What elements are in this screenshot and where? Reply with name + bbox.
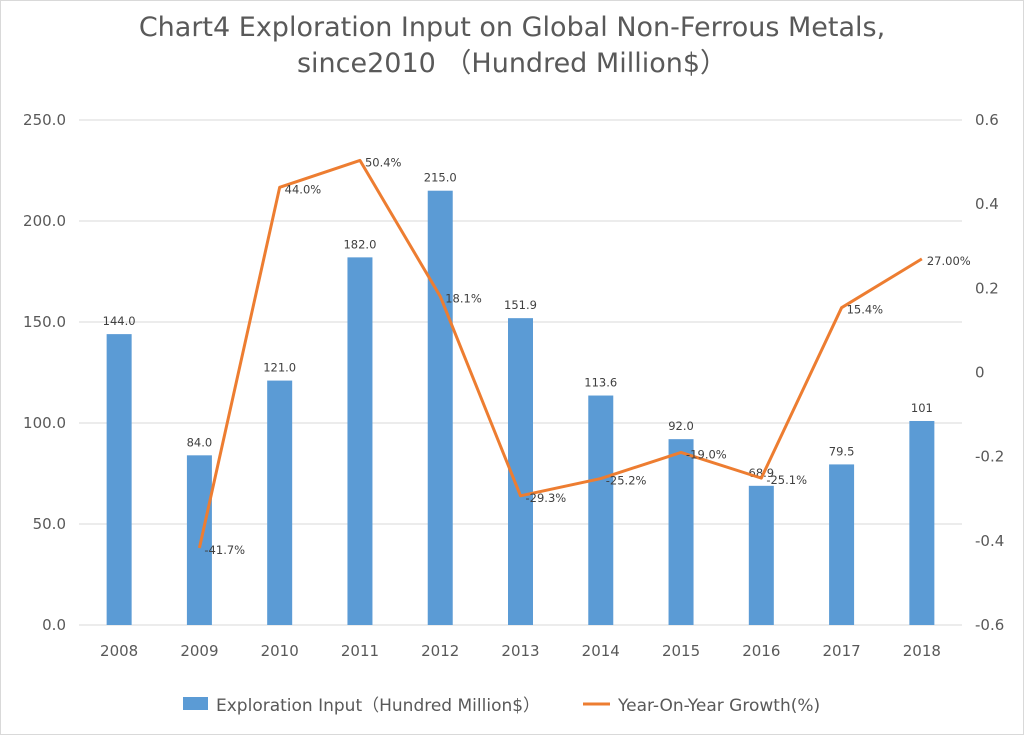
line-data-label: 50.4%: [365, 155, 402, 169]
x-tick-label: 2018: [903, 642, 941, 660]
line-data-label: -25.2%: [606, 474, 647, 488]
chart-title-line2: since2010 （Hundred Million$）: [296, 48, 728, 79]
bar-data-label: 144.0: [103, 314, 136, 328]
bar-data-label: 215.0: [424, 171, 457, 185]
y-left-tick-label: 100.0: [23, 414, 66, 432]
y-left-tick-label: 150.0: [23, 313, 66, 331]
y-right-tick-label: -0.6: [975, 616, 1004, 634]
bar-data-label: 84.0: [187, 435, 213, 449]
bar-data-label: 113.6: [584, 376, 617, 390]
x-tick-label: 2017: [822, 642, 860, 660]
y-right-tick-label: -0.4: [975, 532, 1004, 550]
bar: [909, 420, 935, 625]
y-left-tick-label: 50.0: [33, 515, 66, 533]
line-data-label: -25.1%: [766, 473, 807, 487]
x-tick-label: 2008: [100, 642, 138, 660]
bar: [588, 395, 614, 625]
y-right-tick-label: 0.6: [975, 111, 999, 129]
legend-label-exploration: Exploration Input（Hundred Million$）: [216, 696, 540, 716]
growth-line: [197, 158, 923, 549]
line-data-label: 15.4%: [847, 303, 884, 317]
bar-data-label: 101: [911, 401, 933, 415]
line-data-label: 44.0%: [285, 182, 322, 196]
y-right-tick-label: 0.2: [975, 279, 999, 297]
bar: [829, 464, 855, 625]
legend-bar-swatch: [183, 697, 208, 710]
x-tick-label: 2013: [501, 642, 539, 660]
line-data-label: -29.3%: [526, 491, 567, 505]
x-tick-label: 2015: [662, 642, 700, 660]
bar-data-label: 92.0: [668, 419, 694, 433]
bar: [106, 334, 132, 625]
bar-data-label: 182.0: [343, 237, 376, 251]
bar: [186, 455, 212, 625]
bar: [267, 380, 293, 625]
x-tick-label: 2011: [341, 642, 379, 660]
x-tick-label: 2012: [421, 642, 459, 660]
bar: [748, 485, 774, 625]
y-right-tick-label: -0.2: [975, 448, 1004, 466]
y-left-tick-label: 0.0: [42, 616, 66, 634]
x-tick-label: 2010: [261, 642, 299, 660]
line-data-label: 18.1%: [445, 291, 482, 305]
line-data-label: -19.0%: [686, 447, 727, 461]
line-data-label: -41.7%: [204, 543, 245, 557]
y-left-tick-label: 200.0: [23, 212, 66, 230]
legend-label-growth: Year-On-Year Growth(%): [617, 696, 820, 716]
x-tick-label: 2009: [180, 642, 218, 660]
y-left-tick-label: 250.0: [23, 111, 66, 129]
y-right-tick-label: 0: [975, 364, 985, 382]
chart-title-line1: Chart4 Exploration Input on Global Non-F…: [138, 12, 886, 43]
x-tick-label: 2014: [582, 642, 620, 660]
x-tick-label: 2016: [742, 642, 780, 660]
bar-data-label: 151.9: [504, 298, 537, 312]
bar-data-label: 79.5: [829, 444, 855, 458]
bar: [668, 439, 694, 625]
chart-title: Chart4 Exploration Input on Global Non-F…: [0, 10, 1024, 82]
bar: [347, 257, 373, 625]
line-data-label: 27.00%: [927, 254, 971, 268]
bar: [427, 190, 453, 625]
bar-data-label: 121.0: [263, 361, 296, 375]
y-right-tick-label: 0.4: [975, 195, 999, 213]
